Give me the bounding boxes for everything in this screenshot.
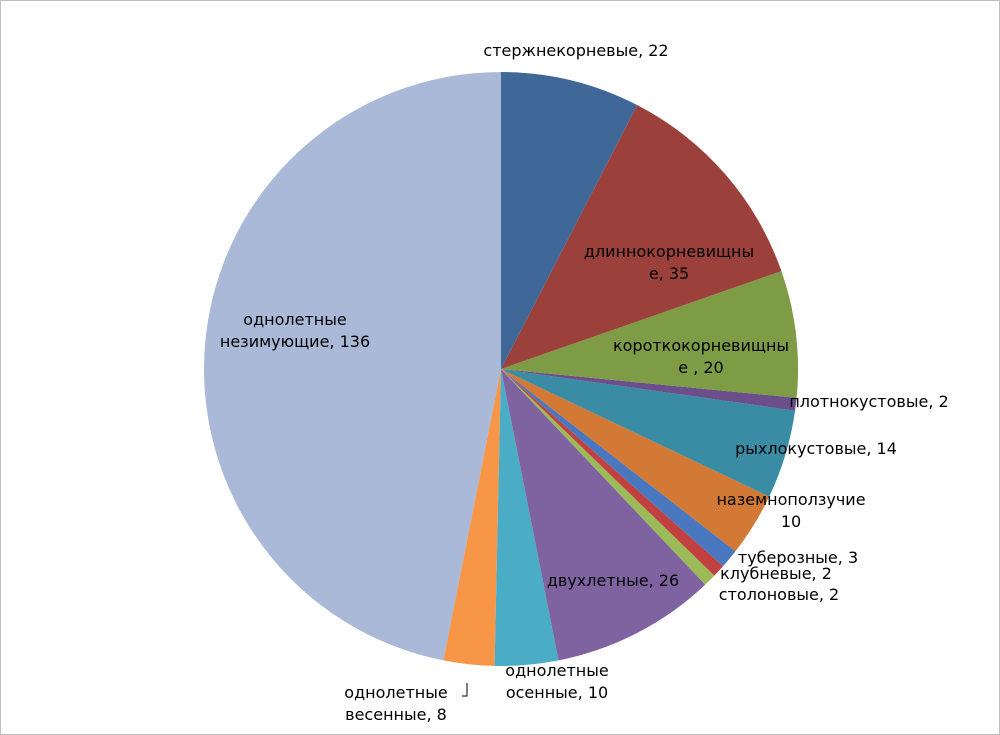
pie-slice	[501, 72, 638, 369]
data-label: двухлетные, 26	[546, 571, 680, 590]
pie-slice	[501, 369, 770, 552]
data-label: столоновые, 2	[718, 585, 840, 604]
data-label: однолетные незимующие, 136	[219, 310, 371, 351]
data-label: стержнекорневые, 22	[483, 41, 669, 60]
pie-slice	[501, 369, 715, 585]
pie-slice	[494, 369, 559, 666]
data-label: однолетные весенные, 8	[344, 683, 448, 724]
data-label: клубневые, 2	[720, 564, 832, 583]
pie-slice	[501, 369, 797, 411]
pie-slice	[204, 72, 501, 661]
pie-slice	[501, 369, 736, 567]
pie-slice	[501, 369, 796, 497]
pie-slice	[501, 105, 782, 369]
leader-line	[462, 683, 468, 697]
data-label: однолетные осенные, 10	[505, 661, 609, 702]
data-label: рыхлокустовые, 14	[735, 439, 897, 458]
data-label: длиннокорневищные, 35	[583, 242, 755, 283]
data-label: туберозные, 3	[737, 548, 859, 567]
data-label: наземноползучие 10	[716, 490, 866, 531]
pie-slice	[443, 369, 501, 666]
pie-slice	[501, 369, 706, 661]
pie-slice	[501, 271, 798, 398]
data-label: короткокорневищные , 20	[612, 336, 790, 377]
pie-slice	[501, 369, 724, 576]
data-label: плотнокустовые, 2	[789, 392, 949, 411]
